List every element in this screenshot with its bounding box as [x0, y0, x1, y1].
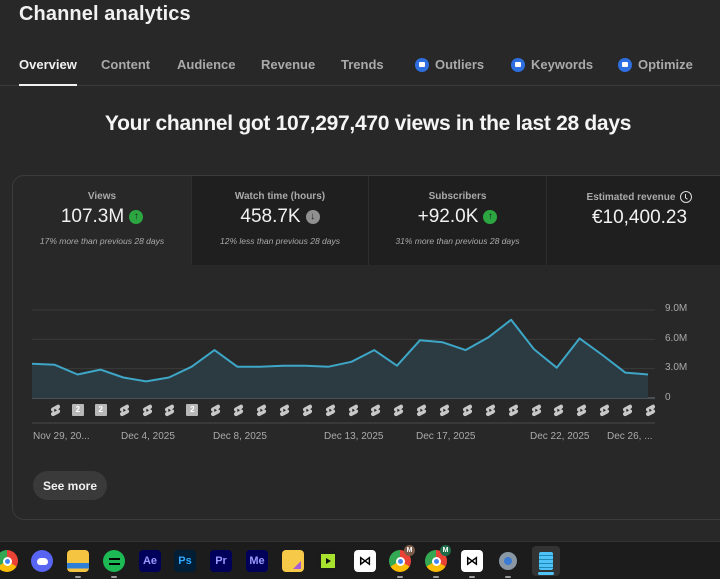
tab-revenue[interactable]: Revenue: [261, 57, 315, 72]
taskbar-chrome-profile-m2[interactable]: M: [425, 545, 451, 578]
taskbar-spotify[interactable]: [103, 550, 125, 578]
metric-comparison: 17% more than previous 28 days: [39, 236, 165, 246]
running-indicator: [111, 576, 117, 578]
metric-value: +92.0K: [417, 206, 479, 227]
trend-up-icon: ↑: [483, 210, 498, 224]
overview-card: Views 107.3M ↑ 17% more than previous 28 …: [12, 175, 720, 520]
tab-overview[interactable]: Overview: [19, 57, 77, 86]
tab-label: Audience: [177, 57, 236, 72]
see-more-button[interactable]: See more: [33, 471, 107, 500]
tab-content[interactable]: Content: [101, 57, 150, 72]
tab-label: Revenue: [261, 57, 316, 72]
running-indicator: [397, 576, 403, 578]
taskbar-discord[interactable]: [31, 550, 53, 572]
views-headline: Your channel got 107,297,470 views in th…: [104, 112, 632, 135]
metric-comparison: 12% less than previous 28 days: [219, 236, 341, 246]
tab-outliers[interactable]: Outliers: [415, 57, 484, 72]
running-indicator: [505, 576, 511, 578]
taskbar-file-explorer[interactable]: [67, 550, 89, 578]
metric-watch-time[interactable]: Watch time (hours) 458.7K ↓ 12% less than…: [192, 176, 369, 265]
tab-optimize[interactable]: Optimize: [618, 57, 693, 72]
extension-icon: [511, 57, 525, 72]
tab-label: Keywords: [531, 57, 594, 72]
extension-icon: [415, 57, 429, 72]
metric-label: Views: [87, 191, 117, 202]
metric-comparison: 31% more than previous 28 days: [395, 236, 520, 246]
taskbar-sticky-notes[interactable]: [282, 550, 304, 572]
page-title: Channel analytics: [19, 3, 191, 25]
tab-trends[interactable]: Trends: [341, 57, 384, 72]
taskbar-capcut[interactable]: ⋈: [354, 550, 376, 572]
taskbar-after-effects[interactable]: Ae: [139, 550, 161, 572]
trend-up-icon: ↑: [129, 210, 144, 224]
tab-keywords[interactable]: Keywords: [511, 57, 593, 72]
trend-down-icon: ↓: [305, 210, 320, 224]
extension-icon: [618, 57, 632, 72]
running-indicator: [75, 576, 81, 578]
taskbar-capcut-2[interactable]: ⋈: [461, 550, 483, 578]
running-indicator: [433, 576, 439, 578]
tab-label: Content: [101, 57, 151, 72]
taskbar: Ae Ps Pr Me ⋈ M M ⋈: [0, 541, 720, 579]
tab-label: Trends: [341, 57, 384, 72]
taskbar-premiere-pro[interactable]: Pr: [210, 550, 232, 572]
taskbar-photoshop[interactable]: Ps: [174, 550, 196, 572]
metric-views[interactable]: Views 107.3M ↑ 17% more than previous 28 …: [13, 176, 192, 265]
taskbar-settings[interactable]: [497, 550, 519, 578]
tab-bar: Overview Content Audience Revenue Trends…: [0, 48, 720, 86]
tab-label: Outliers: [435, 57, 485, 72]
metric-tabs: Views 107.3M ↑ 17% more than previous 28 …: [13, 176, 720, 265]
tab-label: Overview: [19, 57, 77, 72]
taskbar-media-player[interactable]: [317, 550, 339, 572]
tab-label: Optimize: [638, 57, 693, 72]
taskbar-chrome-profile-m1[interactable]: M: [389, 545, 415, 578]
metric-label: Estimated revenue: [586, 191, 676, 203]
metric-label: Watch time (hours): [234, 191, 326, 202]
metric-value: €10,400.23: [591, 207, 688, 228]
metric-estimated-revenue[interactable]: Estimated revenue €10,400.23: [547, 176, 720, 265]
metric-label: Subscribers: [428, 191, 487, 202]
running-indicator: [469, 576, 475, 578]
taskbar-notepad[interactable]: [532, 546, 560, 576]
taskbar-chrome[interactable]: [0, 550, 18, 572]
clock-icon: [680, 191, 693, 203]
taskbar-media-encoder[interactable]: Me: [246, 550, 268, 572]
tab-audience[interactable]: Audience: [177, 57, 236, 72]
metric-value: 458.7K: [240, 206, 301, 227]
metric-subscribers[interactable]: Subscribers +92.0K ↑ 31% more than previo…: [369, 176, 547, 265]
metric-value: 107.3M: [60, 206, 125, 227]
